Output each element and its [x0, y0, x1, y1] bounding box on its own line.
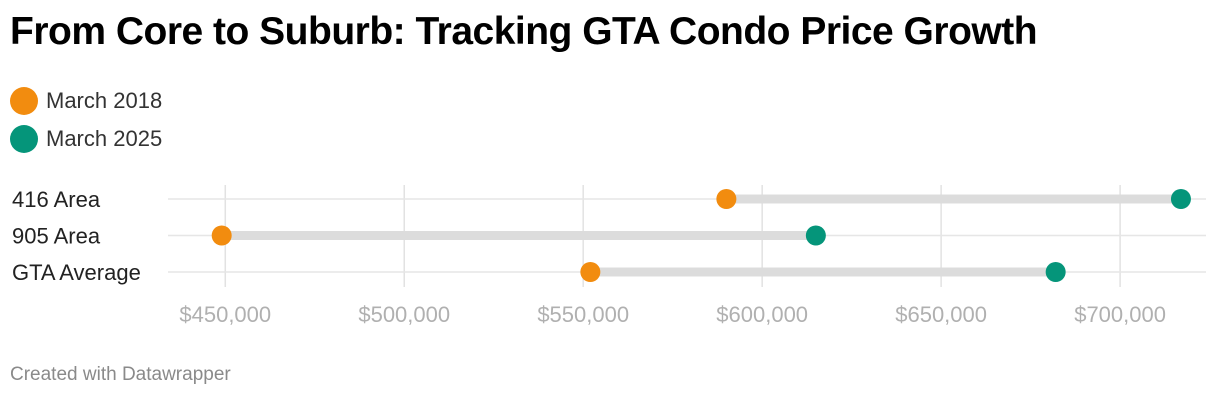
x-tick-label: $600,000 — [716, 302, 808, 327]
footer-credit: Created with Datawrapper — [10, 364, 231, 385]
legend: March 2018 March 2025 — [10, 82, 162, 158]
chart-title: From Core to Suburb: Tracking GTA Condo … — [10, 10, 1038, 53]
x-tick-label: $500,000 — [358, 302, 450, 327]
category-label: GTA Average — [12, 260, 141, 285]
category-label: 905 Area — [12, 224, 101, 249]
legend-swatch-march-2025 — [10, 125, 38, 153]
data-point-march-2018 — [211, 225, 232, 246]
legend-label: March 2018 — [46, 88, 163, 113]
x-tick-label: $450,000 — [179, 302, 271, 327]
legend-item-march-2025: March 2025 — [10, 120, 162, 158]
legend-item-march-2018: March 2018 — [10, 82, 162, 120]
data-point-march-2018 — [716, 189, 737, 209]
x-tick-label: $700,000 — [1074, 302, 1166, 327]
data-point-march-2025 — [805, 225, 826, 246]
legend-label: March 2025 — [46, 126, 163, 151]
data-point-march-2025 — [1045, 262, 1066, 282]
x-tick-label: $650,000 — [895, 302, 987, 327]
data-point-march-2025 — [1170, 189, 1191, 209]
data-point-march-2018 — [580, 262, 601, 282]
category-label: 416 Area — [12, 187, 101, 212]
legend-swatch-march-2018 — [10, 87, 38, 115]
dumbbell-chart: 416 Area 905 Area GTA Average $450,000 $500,… — [12, 185, 1206, 327]
x-tick-label: $550,000 — [537, 302, 629, 327]
